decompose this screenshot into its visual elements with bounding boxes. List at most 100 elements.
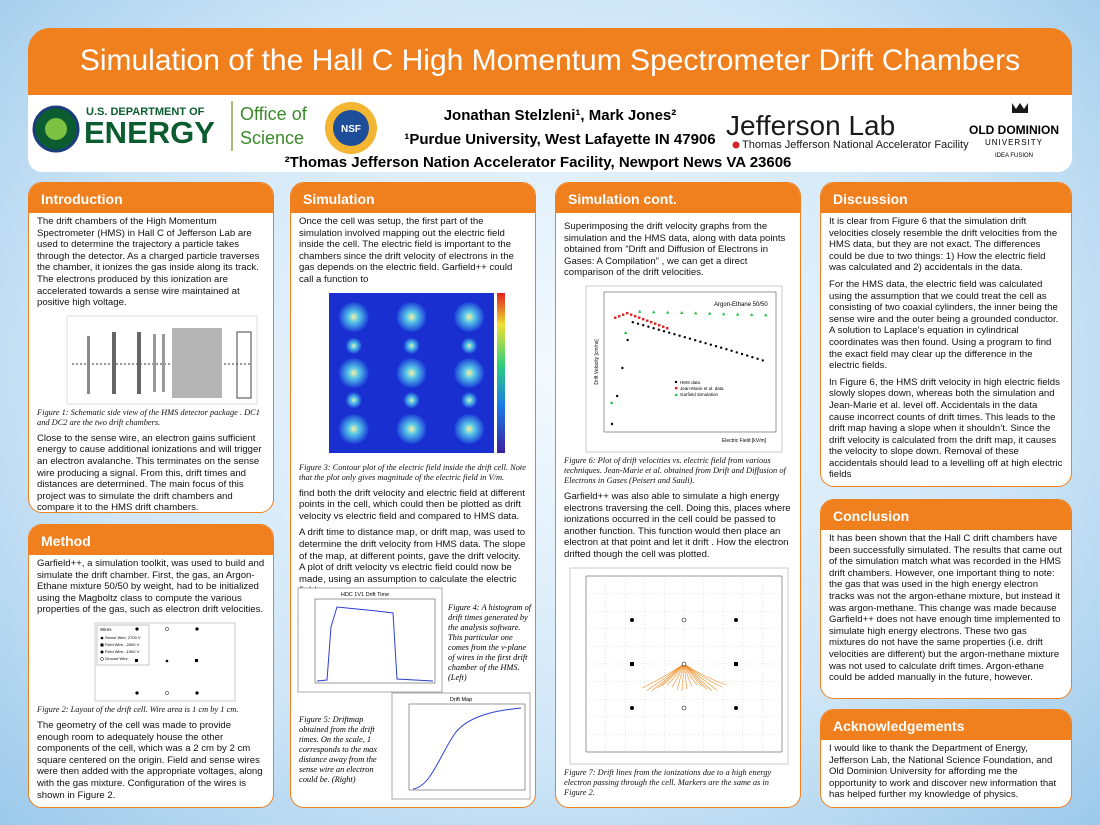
driftmap-line [412,707,522,790]
plot-frame [314,598,436,684]
point [642,323,645,327]
field-peak [403,391,420,408]
drift-line [681,663,685,691]
marker [100,636,104,640]
point [764,313,768,317]
figure-7 [569,567,789,765]
point [688,337,692,340]
section-body: Superimposing the drift velocity graphs … [556,213,800,798]
field-peak [461,391,478,408]
poster-title: Simulation of the Hall C High Momentum S… [28,28,1072,95]
point [626,338,629,342]
point [657,328,660,331]
hodoscope [153,333,156,392]
calorimeter [236,331,252,399]
x-axis-label: Electric Field [kV/m] [722,438,767,444]
field-peak [403,337,420,354]
point [761,359,764,362]
figure-5: Drift Map [391,692,531,800]
point [650,320,653,324]
histogram-line [316,606,434,682]
point [683,335,686,339]
figure-frame [391,692,531,800]
marker [135,691,139,695]
point [662,325,665,328]
point [694,311,698,315]
figure-caption: Figure 6: Plot of drift velocities vs. e… [564,455,786,485]
marker [195,691,199,695]
figure-3 [329,292,505,453]
point [694,338,697,342]
marker [195,627,199,631]
paragraph: Garfield++ was also able to simulate a h… [564,490,791,560]
point [714,344,718,348]
method-panel: Method Garfield++, a simulation toolkit,… [28,524,274,808]
header-band: U.S. DEPARTMENT OF ENERGY Office of Scie… [28,95,1072,172]
plot-label: Argon-Ethane 50/50 [714,302,768,308]
marker [681,617,687,622]
paragraph: find both the drift velocity and electri… [299,487,525,522]
figure-6: Drift Velocity [cm/ns] Electric Field [k… [585,285,783,453]
legend-entry: Ground Wire [105,656,128,661]
point [614,316,617,319]
point [704,341,707,345]
marker [734,617,738,622]
point [622,313,625,316]
point [630,313,633,316]
section-body: It is clear from Figure 6 that the simul… [821,213,1071,481]
point [666,310,670,314]
drift-line [656,663,685,689]
dc2 [137,331,141,394]
section-title: Discussion [821,183,1071,213]
point [638,316,641,319]
section-title: Conclusion [821,500,1071,530]
figure-caption: Figure 3: Contour plot of the electric f… [299,462,526,482]
drift-line [683,663,698,685]
paragraph: Garfield++, a simulation toolkit, was us… [37,558,265,616]
odu-3: IDEA FUSION [995,153,1033,159]
section-title: Introduction [29,183,273,213]
paragraph: It has been shown that the Hall C drift … [829,533,1062,684]
contour-peaks [338,301,485,444]
point [626,311,629,315]
point [746,354,749,357]
nsf-globe [333,110,369,146]
figure-caption: Figure 5: Driftmap obtained from the dri… [299,715,378,784]
acknowledgements-panel: Acknowledgements I would like to thank t… [820,709,1072,808]
odu-crown [1012,103,1028,113]
paragraph: Superimposing the drift velocity graphs … [564,221,786,279]
introduction-panel: Introduction The drift chambers of the H… [28,182,274,513]
paragraph: For the HMS data, the electric field was… [829,278,1059,372]
field-peak [396,301,427,332]
color-bar [497,292,505,453]
point [654,322,657,325]
point [646,319,649,322]
marker [165,627,169,631]
marker [100,643,104,647]
legend-entry: Field Wire, -2600 V [105,642,140,647]
paragraph: I would like to thank the Department of … [829,743,1057,801]
legend-entry: Garfield Simulation [680,392,719,397]
point [740,352,744,356]
figure-frame [585,285,783,453]
point [725,347,728,351]
figure-title: HDC 1V1 Drift Time [341,592,389,598]
section-title: Simulation cont. [556,183,800,213]
field-peak [338,301,369,332]
figure-caption: Figure 1: Schematic side view of the HMS… [37,407,260,427]
paragraph: The geometry of the cell was made to pro… [37,719,263,801]
authors: Jonathan Stelzleni¹, Mark Jones² [444,107,677,124]
point [636,322,640,325]
drift-line [683,663,693,687]
point [735,351,738,354]
office-1: Office of [240,104,308,124]
section-title: Method [29,525,273,555]
field-peak [454,301,485,332]
marker [100,657,104,661]
section-body: Once the cell was setup, the first part … [291,213,535,597]
point [624,330,628,334]
jlab-logo: Jefferson Lab [726,110,895,141]
field-peak [454,357,485,388]
field-peak [454,413,485,444]
drift-line [666,663,685,685]
